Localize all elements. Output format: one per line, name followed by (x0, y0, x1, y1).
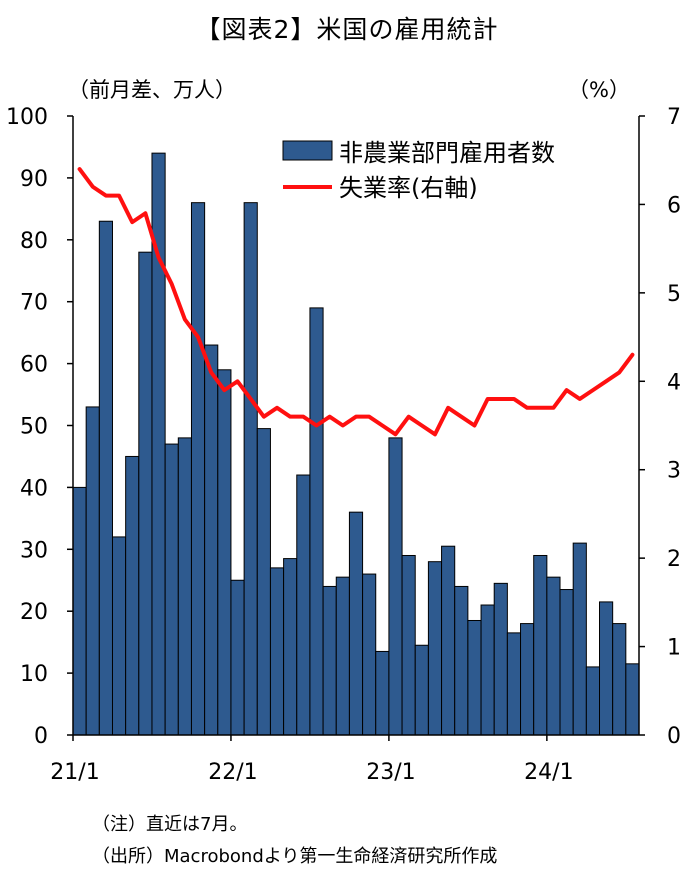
bar (559, 589, 574, 736)
bar (625, 663, 640, 736)
right-axis-unit: （%） (568, 78, 630, 102)
bar (111, 536, 127, 736)
axes: 0 10 20 30 40 50 60 70 80 90 100 0 1 2 3 4 5 6 7 21/1 22/1 23… (6, 105, 681, 785)
bar (72, 486, 87, 736)
y2-tick-label: 1 (667, 636, 681, 661)
bar (401, 554, 416, 736)
y2-tick-label: 7 (667, 105, 681, 130)
source-text: （出所）Macrobondより第一生命経済研究所作成 (92, 846, 498, 867)
bar-series (72, 152, 640, 736)
x-tick-label: 24/1 (524, 760, 573, 785)
y-tick-label: 60 (20, 353, 48, 378)
bar (427, 561, 443, 736)
note-text: （注）直近は7月。 (92, 814, 248, 835)
bar (467, 619, 482, 736)
bar (414, 644, 429, 736)
bar (362, 573, 377, 736)
bar (335, 576, 350, 736)
y-tick-label: 0 (34, 724, 48, 749)
bar (348, 511, 364, 736)
bar (190, 202, 206, 736)
line-series (77, 167, 635, 437)
bar (256, 428, 271, 736)
y-tick-label: 50 (20, 415, 48, 440)
y2-tick-label: 5 (667, 282, 681, 307)
y-tick-label: 90 (20, 167, 48, 192)
bar (480, 604, 495, 736)
bar (85, 406, 100, 736)
y2-tick-label: 3 (667, 459, 681, 484)
bar (506, 632, 522, 736)
bar (98, 220, 113, 736)
y-tick-label: 10 (20, 662, 48, 687)
chart-title: 【図表2】米国の雇用統計 (195, 15, 499, 44)
bar (269, 567, 285, 736)
bar (230, 579, 245, 736)
bar (493, 582, 508, 736)
x-tick-label: 21/1 (50, 760, 99, 785)
bar (204, 344, 219, 736)
legend-swatch-bars (282, 140, 333, 161)
y-tick-label: 80 (20, 229, 48, 254)
bar (283, 558, 298, 736)
bar (375, 650, 390, 736)
y-tick-label: 100 (6, 105, 48, 130)
y2-tick-label: 0 (667, 724, 681, 749)
legend-label-line: 失業率(右軸) (339, 174, 478, 202)
bar (164, 443, 179, 736)
x-tick-label: 22/1 (208, 760, 257, 785)
bar (243, 202, 258, 736)
y2-tick-label: 2 (667, 547, 681, 572)
bar (546, 576, 561, 736)
bar (296, 474, 311, 736)
y2-tick-label: 4 (667, 370, 681, 395)
bar (322, 585, 337, 736)
bar (125, 455, 140, 736)
bar (138, 251, 153, 736)
y-tick-label: 40 (20, 476, 48, 501)
y-tick-label: 70 (20, 291, 48, 316)
legend-label-bars: 非農業部門雇用者数 (339, 139, 555, 167)
bar (454, 585, 469, 736)
x-tick-label: 23/1 (366, 760, 415, 785)
bar (572, 542, 587, 736)
y-tick-label: 20 (20, 600, 48, 625)
bar (177, 437, 192, 736)
bar (585, 666, 601, 736)
bar (612, 623, 627, 736)
bar (520, 623, 535, 736)
bar (441, 545, 456, 736)
left-axis-unit: （前月差、万人） (68, 78, 236, 102)
unemployment-line (77, 167, 635, 437)
bar (388, 437, 403, 736)
bar (599, 601, 614, 736)
y2-tick-label: 6 (667, 193, 681, 218)
bar (533, 554, 548, 736)
y-tick-label: 30 (20, 538, 48, 563)
bar (217, 369, 232, 736)
bar (309, 307, 324, 736)
